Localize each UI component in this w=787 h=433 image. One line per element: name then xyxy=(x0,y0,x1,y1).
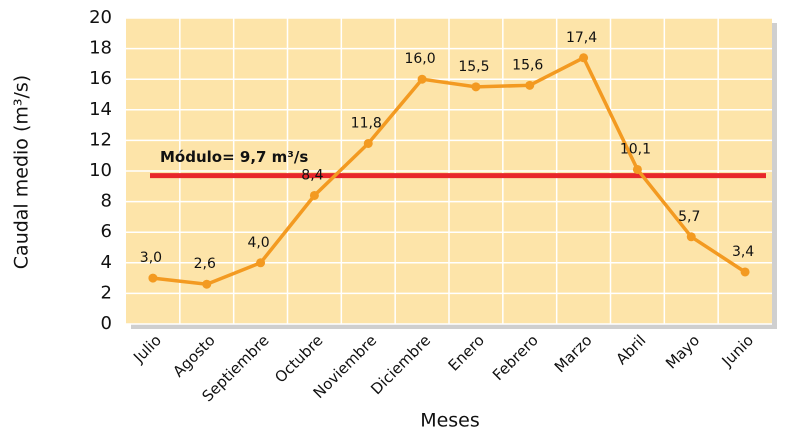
x-tick-label: Julio xyxy=(129,331,165,367)
data-point xyxy=(363,138,373,148)
data-point xyxy=(148,273,158,283)
x-tick-label: Febrero xyxy=(489,331,542,384)
data-label: 2,6 xyxy=(194,256,216,272)
y-tick-label: 16 xyxy=(89,68,112,89)
x-tick-label: Junio xyxy=(718,331,757,370)
reference-label: Módulo= 9,7 m³/s xyxy=(160,148,308,166)
data-point xyxy=(471,82,481,92)
x-tick-label: Abril xyxy=(612,331,649,368)
data-point xyxy=(686,232,696,242)
data-label: 15,6 xyxy=(512,57,543,73)
data-point xyxy=(202,279,212,289)
data-label: 16,0 xyxy=(404,51,435,67)
x-tick-label: Octubre xyxy=(271,331,326,386)
data-line xyxy=(152,55,747,287)
x-tick-label: Mayo xyxy=(662,331,703,372)
data-label: 5,7 xyxy=(678,209,700,225)
y-tick-label: 10 xyxy=(89,160,112,181)
y-tick-label: 18 xyxy=(89,38,112,59)
data-point xyxy=(256,258,266,268)
data-label: 17,4 xyxy=(566,30,597,46)
y-tick-label: 14 xyxy=(89,99,112,120)
y-tick-label: 6 xyxy=(101,221,112,242)
x-tick-label: Marzo xyxy=(551,331,596,376)
y-tick-label: 2 xyxy=(101,282,112,303)
data-point xyxy=(579,53,589,63)
x-tick-label: Enero xyxy=(445,331,488,374)
data-label: 3,4 xyxy=(732,244,754,260)
y-tick-label: 4 xyxy=(101,252,112,273)
data-point xyxy=(525,80,535,90)
y-tick-label: 12 xyxy=(89,129,112,150)
data-label: 3,0 xyxy=(140,250,162,266)
data-point xyxy=(632,164,642,174)
y-tick-label: 20 xyxy=(89,7,112,28)
data-label: 4,0 xyxy=(247,235,269,251)
data-label: 8,4 xyxy=(301,167,323,183)
data-label: 11,8 xyxy=(351,115,382,131)
y-tick-label: 8 xyxy=(101,191,112,212)
y-axis-label: Caudal medio (m³/s) xyxy=(11,75,33,269)
data-point xyxy=(309,190,319,200)
data-label: 15,5 xyxy=(458,59,489,75)
data-point xyxy=(417,74,427,84)
x-axis-label: Meses xyxy=(420,410,480,432)
x-tick-label: Agosto xyxy=(169,331,218,380)
data-point xyxy=(740,267,750,277)
data-label: 10,1 xyxy=(620,141,651,157)
y-tick-label: 0 xyxy=(101,313,112,334)
